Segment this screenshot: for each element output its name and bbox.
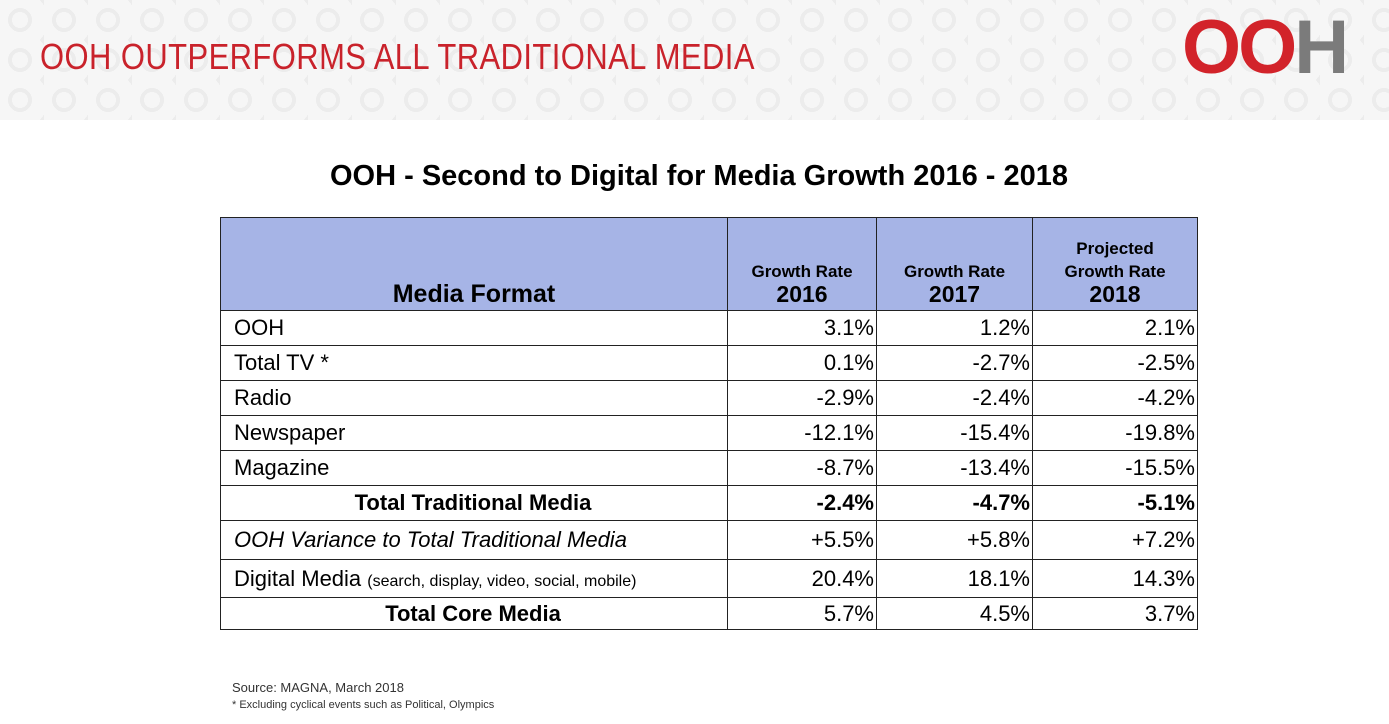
label-text: Total Traditional Media xyxy=(354,490,592,515)
table-title: OOH - Second to Digital for Media Growth… xyxy=(329,160,1069,192)
label-text: Total Core Media xyxy=(385,600,561,626)
table-row: Total TV * 0.1% -2.7% -2.5% xyxy=(220,345,1198,381)
cell-value: +5.5% xyxy=(727,520,877,560)
row-label: Total Traditional Media xyxy=(220,485,728,521)
cell-value: +7.2% xyxy=(1032,520,1198,560)
growth-table: Media Format Growth Rate 2016 Growth Rate 20… xyxy=(220,217,1198,630)
row-label: Newspaper xyxy=(220,415,728,451)
column-header: Projected Growth Rate 2018 xyxy=(1032,217,1198,311)
header-line: 2016 xyxy=(776,281,828,307)
footnote: * Excluding cyclical events such as Poli… xyxy=(232,699,495,711)
row-label: OOH xyxy=(220,310,728,346)
column-header: Media Format xyxy=(220,217,728,311)
label-text: OOH Variance to Total Traditional Media xyxy=(234,527,627,552)
cell-value: 0.1% xyxy=(727,345,877,381)
cell-value: -2.4% xyxy=(727,485,877,521)
table-row: Digital Media (search, display, video, s… xyxy=(220,559,1198,598)
header-line: 2018 xyxy=(1089,281,1141,307)
cell-value: -15.5% xyxy=(1032,450,1198,486)
header-line: Growth Rate xyxy=(903,262,1006,281)
label-note: (search, display, video, social, mobile) xyxy=(367,572,637,590)
cell-value: 20.4% xyxy=(727,559,877,598)
cell-value: -2.7% xyxy=(876,345,1033,381)
cell-value: 18.1% xyxy=(876,559,1033,598)
row-label: Magazine xyxy=(220,450,728,486)
row-label: Radio xyxy=(220,380,728,416)
table-row: Newspaper -12.1% -15.4% -19.8% xyxy=(220,415,1198,451)
label-text: Magazine xyxy=(234,455,330,480)
table-row: OOH 3.1% 1.2% 2.1% xyxy=(220,310,1198,346)
row-label: OOH Variance to Total Traditional Media xyxy=(220,520,728,560)
slide-title: OOH OUTPERFORMS ALL TRADITIONAL MEDIA xyxy=(40,36,755,77)
cell-value: 3.7% xyxy=(1032,597,1198,630)
cell-value: -4.7% xyxy=(876,485,1033,521)
row-label: Total Core Media xyxy=(220,597,728,630)
cell-value: 4.5% xyxy=(876,597,1033,630)
column-header: Growth Rate 2017 xyxy=(876,217,1033,311)
cell-value: -15.4% xyxy=(876,415,1033,451)
cell-value: -12.1% xyxy=(727,415,877,451)
label-text: Radio xyxy=(234,385,292,410)
table-row: Magazine -8.7% -13.4% -15.5% xyxy=(220,450,1198,486)
cell-value: 5.7% xyxy=(727,597,877,630)
source: Source: MAGNA, March 2018 xyxy=(232,680,404,695)
cell-value: -8.7% xyxy=(727,450,877,486)
cell-value: -19.8% xyxy=(1032,415,1198,451)
table-row: Total Traditional Media -2.4% -4.7% -5.1% xyxy=(220,485,1198,521)
label-text: Total TV * xyxy=(234,350,329,375)
header-line: Growth Rate xyxy=(1064,262,1166,281)
header-line: Media Format xyxy=(392,280,556,308)
cell-value: 2.1% xyxy=(1032,310,1198,346)
header-line: Growth Rate xyxy=(751,262,853,281)
table-row: OOH Variance to Total Traditional Media +… xyxy=(220,520,1198,560)
cell-value: -2.4% xyxy=(876,380,1033,416)
label-text: Newspaper xyxy=(234,420,346,445)
header-line: 2017 xyxy=(928,281,981,307)
cell-value: +5.8% xyxy=(876,520,1033,560)
header-band xyxy=(0,0,1389,120)
cell-value: -13.4% xyxy=(876,450,1033,486)
cell-value: 14.3% xyxy=(1032,559,1198,598)
table-row: Radio -2.9% -2.4% -4.2% xyxy=(220,380,1198,416)
header-line: Projected xyxy=(1076,239,1154,258)
label-text: OOH xyxy=(234,315,285,340)
label-text: Digital Media xyxy=(234,565,362,591)
logo: OOH xyxy=(1182,5,1349,90)
cell-value: -4.2% xyxy=(1032,380,1198,416)
cell-value: -2.9% xyxy=(727,380,877,416)
row-label: Total TV * xyxy=(220,345,728,381)
cell-value: -5.1% xyxy=(1032,485,1198,521)
cell-value: 1.2% xyxy=(876,310,1033,346)
column-header: Growth Rate 2016 xyxy=(727,217,877,311)
table-row: Total Core Media 5.7% 4.5% 3.7% xyxy=(220,597,1198,630)
cell-value: 3.1% xyxy=(727,310,877,346)
row-label: Digital Media (search, display, video, s… xyxy=(220,559,728,598)
cell-value: -2.5% xyxy=(1032,345,1198,381)
